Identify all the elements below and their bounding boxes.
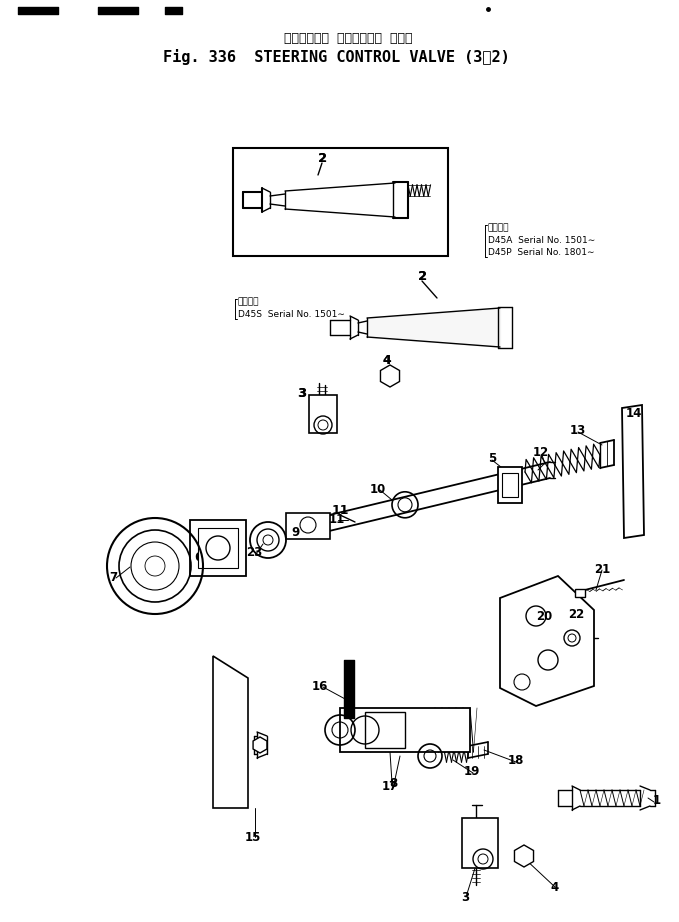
Text: 3: 3: [298, 386, 306, 399]
Text: 3: 3: [461, 891, 469, 904]
Bar: [190, 520, 246, 576]
Polygon shape: [253, 737, 267, 753]
Text: 9: 9: [291, 526, 299, 538]
Polygon shape: [622, 405, 644, 538]
Text: 15: 15: [245, 831, 261, 844]
Text: 4: 4: [383, 353, 391, 367]
Text: 2: 2: [418, 269, 426, 282]
Text: 20: 20: [536, 609, 552, 622]
Bar: [498, 467, 522, 503]
Text: 23: 23: [246, 546, 262, 559]
Polygon shape: [500, 576, 594, 706]
Bar: [309, 395, 337, 433]
Text: 11: 11: [331, 503, 349, 516]
Bar: [340, 708, 470, 752]
Text: 適用号等: 適用号等: [238, 298, 259, 306]
Text: 4: 4: [383, 353, 391, 367]
Text: 10: 10: [370, 482, 386, 495]
Text: 6: 6: [194, 550, 202, 563]
Bar: [198, 528, 238, 568]
Text: 17: 17: [382, 779, 398, 793]
Bar: [233, 148, 448, 256]
Text: 3: 3: [297, 386, 306, 399]
Text: 2: 2: [318, 151, 326, 164]
Text: 1: 1: [653, 794, 661, 807]
Bar: [502, 473, 518, 497]
Text: ステアリング  コントロール  バルブ: ステアリング コントロール バルブ: [284, 31, 412, 44]
Polygon shape: [380, 365, 399, 387]
Text: D45S  Serial No. 1501∼: D45S Serial No. 1501∼: [238, 310, 345, 318]
Text: 4: 4: [551, 881, 559, 893]
Text: Fig. 336  STEERING CONTROL VALVE (3⁄2): Fig. 336 STEERING CONTROL VALVE (3⁄2): [163, 49, 509, 65]
Text: D45A  Serial No. 1501∼: D45A Serial No. 1501∼: [488, 235, 595, 244]
Text: 21: 21: [594, 562, 610, 575]
Text: 16: 16: [312, 680, 328, 692]
Text: 7: 7: [109, 571, 117, 584]
Text: 14: 14: [626, 407, 642, 420]
Text: 適用号等: 適用号等: [488, 223, 509, 232]
Text: 13: 13: [570, 423, 586, 436]
Polygon shape: [213, 656, 248, 808]
Bar: [462, 818, 498, 868]
Text: D45P  Serial No. 1801∼: D45P Serial No. 1801∼: [488, 247, 595, 256]
Text: 2: 2: [418, 269, 426, 282]
Bar: [286, 513, 330, 539]
Bar: [575, 589, 585, 597]
Polygon shape: [515, 845, 534, 867]
Text: 22: 22: [568, 608, 584, 621]
Bar: [365, 712, 405, 748]
Text: 19: 19: [464, 764, 480, 777]
Text: 18: 18: [508, 753, 524, 766]
Text: 11: 11: [329, 513, 345, 526]
Text: 2: 2: [318, 151, 327, 164]
Text: 5: 5: [488, 452, 496, 465]
Text: 8: 8: [389, 776, 397, 789]
Text: 12: 12: [533, 445, 549, 458]
